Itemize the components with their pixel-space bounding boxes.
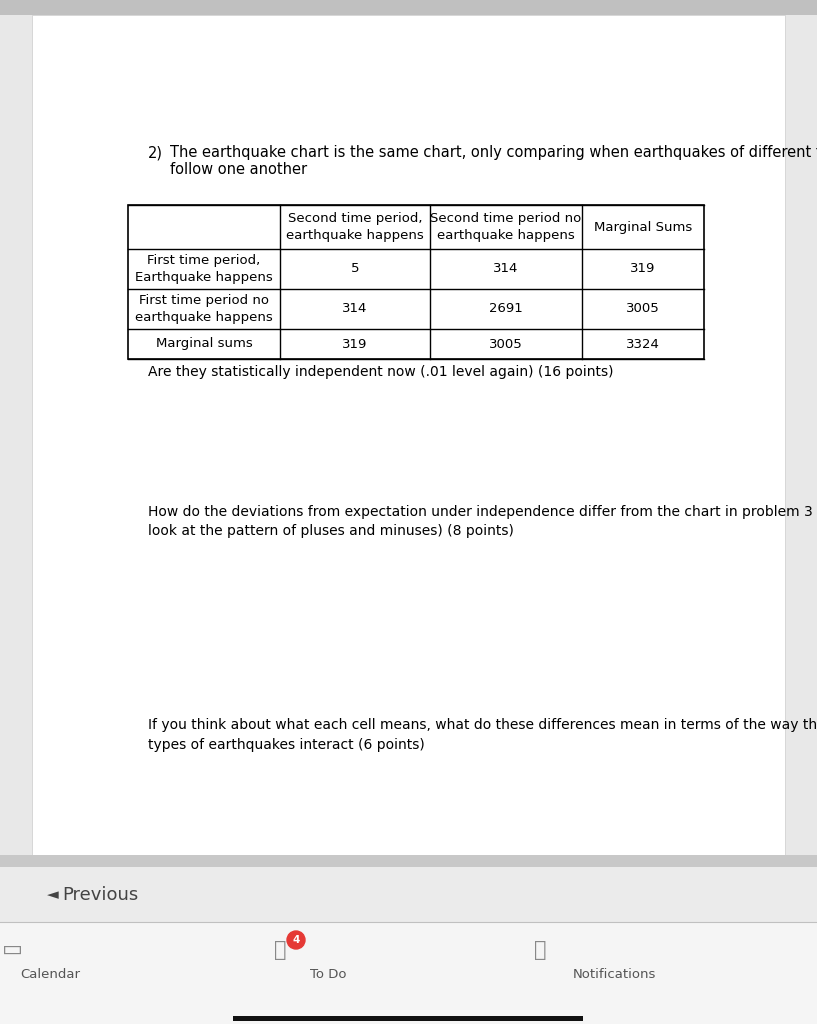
Circle shape [287,931,305,949]
Text: Second time period no
earthquake happens: Second time period no earthquake happens [431,212,582,242]
Text: Notifications: Notifications [573,968,656,981]
Text: 314: 314 [342,302,368,315]
Bar [0,855,817,867]
Bar [128,205,704,359]
Text: 314: 314 [493,262,519,275]
Text: 5: 5 [350,262,359,275]
Text: How do the deviations from expectation under independence differ from the chart : How do the deviations from expectation u… [148,505,817,539]
Text: To Do: To Do [310,968,346,981]
Bar [234,1016,583,1021]
Text: ▭: ▭ [2,940,23,961]
Text: 3324: 3324 [626,338,660,350]
Text: Marginal Sums: Marginal Sums [594,220,692,233]
Bar [32,15,785,855]
Text: 2): 2) [148,145,163,160]
Text: 319: 319 [630,262,656,275]
Text: 3005: 3005 [489,338,523,350]
Bar [0,867,817,922]
Text: The earthquake chart is the same chart, only comparing when earthquakes of diffe: The earthquake chart is the same chart, … [170,145,817,177]
Text: 📋: 📋 [274,940,286,961]
Text: If you think about what each cell means, what do these differences mean in terms: If you think about what each cell means,… [148,718,817,752]
Text: First time period,
Earthquake happens: First time period, Earthquake happens [135,254,273,284]
Text: Second time period,
earthquake happens: Second time period, earthquake happens [286,212,424,242]
Bar [0,0,817,15]
Text: First time period no
earthquake happens: First time period no earthquake happens [135,294,273,324]
Text: 🔔: 🔔 [534,940,547,961]
Text: 319: 319 [342,338,368,350]
Text: 4: 4 [292,935,300,945]
Text: Previous: Previous [62,886,138,903]
Bar [0,922,817,1024]
Text: 3005: 3005 [626,302,660,315]
Text: Marginal sums: Marginal sums [155,338,252,350]
Text: Calendar: Calendar [20,968,80,981]
Text: 2691: 2691 [489,302,523,315]
Text: ◄: ◄ [47,887,59,902]
Text: Are they statistically independent now (.01 level again) (16 points): Are they statistically independent now (… [148,365,614,379]
